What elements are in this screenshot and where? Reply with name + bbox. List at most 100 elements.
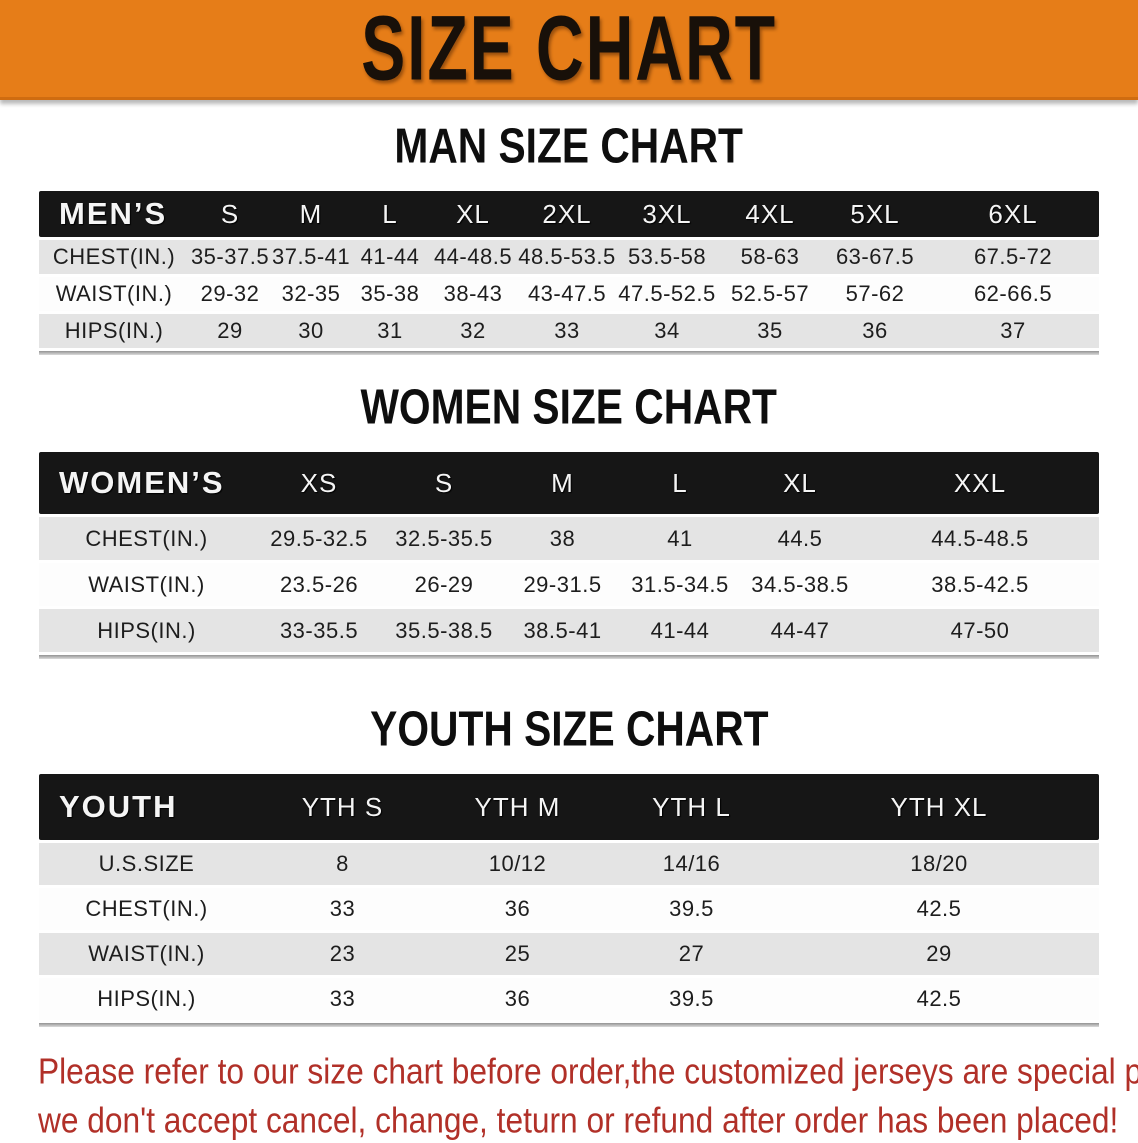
youth-row-label: CHEST(IN.) — [39, 888, 254, 930]
men-table-cell: 57-62 — [823, 277, 927, 311]
men-table-cell: 37.5-41 — [271, 240, 351, 274]
women-table-row: WAIST(IN.) 23.5-26 26-29 29-31.5 31.5-34.5 34… — [39, 563, 1099, 606]
men-table-cell: 30 — [271, 314, 351, 348]
men-table-cell: 62-66.5 — [927, 277, 1099, 311]
youth-column-header: YTH M — [431, 774, 604, 840]
men-row-label: CHEST(IN.) — [39, 240, 189, 274]
women-row-label: HIPS(IN.) — [39, 609, 254, 652]
disclaimer: Please refer to our size chart before or… — [38, 1049, 1138, 1140]
men-chart-heading-text: MAN SIZE CHART — [394, 117, 744, 174]
men-size-table: MEN’S S M L XL 2XL 3XL 4XL 5XL 6XL CHEST(IN.) 35-37… — [39, 188, 1099, 351]
women-table-cell: 32.5-35.5 — [384, 517, 504, 560]
women-table-cell: 38.5-42.5 — [861, 563, 1099, 606]
women-column-header: XL — [739, 452, 861, 514]
youth-table-cell: 33 — [254, 978, 431, 1020]
men-column-header: S — [189, 191, 271, 237]
men-table-cell: 38-43 — [429, 277, 517, 311]
women-row-label: WAIST(IN.) — [39, 563, 254, 606]
men-row-label: WAIST(IN.) — [39, 277, 189, 311]
men-table-cell: 43-47.5 — [517, 277, 617, 311]
women-table-cell: 38 — [504, 517, 621, 560]
men-column-header: 6XL — [927, 191, 1099, 237]
youth-column-header: YTH L — [604, 774, 779, 840]
youth-row-label: U.S.SIZE — [39, 843, 254, 885]
youth-chart-heading: YOUTH SIZE CHART — [0, 701, 1138, 756]
youth-table-row: CHEST(IN.) 33 36 39.5 42.5 — [39, 888, 1099, 930]
men-table-cell: 63-67.5 — [823, 240, 927, 274]
youth-size-table-wrap: YOUTH YTH S YTH M YTH L YTH XL U.S.SIZE 8 10/12… — [39, 771, 1099, 1027]
women-table-cell: 38.5-41 — [504, 609, 621, 652]
youth-table-row: WAIST(IN.) 23 25 27 29 — [39, 933, 1099, 975]
women-chart-heading-text: WOMEN SIZE CHART — [360, 378, 778, 435]
women-table-cell: 44-47 — [739, 609, 861, 652]
youth-table-cell: 8 — [254, 843, 431, 885]
men-table-row: WAIST(IN.) 29-32 32-35 35-38 38-43 43-47.5 47.… — [39, 277, 1099, 311]
men-table-cell: 52.5-57 — [717, 277, 823, 311]
men-table-cell: 34 — [617, 314, 717, 348]
men-table-corner-label: MEN’S — [39, 191, 189, 237]
youth-table-cell: 25 — [431, 933, 604, 975]
men-table-cell: 35 — [717, 314, 823, 348]
women-size-table-wrap: WOMEN’S XS S M L XL XXL CHEST(IN.) 29.5-32.5 32.5… — [39, 449, 1099, 659]
women-column-header: S — [384, 452, 504, 514]
youth-table-cell: 36 — [431, 978, 604, 1020]
youth-table-row: HIPS(IN.) 33 36 39.5 42.5 — [39, 978, 1099, 1020]
men-table-row: CHEST(IN.) 35-37.5 37.5-41 41-44 44-48.5 48.5… — [39, 240, 1099, 274]
youth-table-cell: 23 — [254, 933, 431, 975]
women-size-table: WOMEN’S XS S M L XL XXL CHEST(IN.) 29.5-32.5 32.5… — [39, 449, 1099, 655]
youth-table-cell: 18/20 — [779, 843, 1099, 885]
youth-row-label: WAIST(IN.) — [39, 933, 254, 975]
banner-title: SIZE CHART — [361, 0, 777, 100]
section-youth: YOUTH SIZE CHART YOUTH YTH S YTH M YTH L YTH … — [0, 701, 1138, 1027]
youth-table-cell: 14/16 — [604, 843, 779, 885]
men-table-cell: 33 — [517, 314, 617, 348]
youth-table-cell: 42.5 — [779, 978, 1099, 1020]
men-column-header: 4XL — [717, 191, 823, 237]
women-table-row: HIPS(IN.) 33-35.5 35.5-38.5 38.5-41 41-44 44-… — [39, 609, 1099, 652]
women-table-cell: 44.5 — [739, 517, 861, 560]
youth-chart-heading-text: YOUTH SIZE CHART — [369, 700, 769, 757]
youth-table-cell: 27 — [604, 933, 779, 975]
disclaimer-line-2: we don't accept cancel, change, teturn o… — [38, 1100, 1119, 1141]
charts: MAN SIZE CHART MEN’S S M L XL 2XL 3XL 4XL 5XL 6XL C… — [0, 118, 1138, 1027]
youth-table-cell: 39.5 — [604, 978, 779, 1020]
men-column-header: L — [351, 191, 429, 237]
women-column-header: XXL — [861, 452, 1099, 514]
men-column-header: 2XL — [517, 191, 617, 237]
men-table-cell: 53.5-58 — [617, 240, 717, 274]
women-table-row: CHEST(IN.) 29.5-32.5 32.5-35.5 38 41 44.5 44.5… — [39, 517, 1099, 560]
women-table-cell: 41-44 — [621, 609, 739, 652]
women-column-header: M — [504, 452, 621, 514]
men-table-header-row: MEN’S S M L XL 2XL 3XL 4XL 5XL 6XL — [39, 191, 1099, 237]
youth-table-header-row: YOUTH YTH S YTH M YTH L YTH XL — [39, 774, 1099, 840]
youth-column-header: YTH XL — [779, 774, 1099, 840]
women-row-label: CHEST(IN.) — [39, 517, 254, 560]
men-table-cell: 48.5-53.5 — [517, 240, 617, 274]
men-table-cell: 35-37.5 — [189, 240, 271, 274]
women-table-cell: 29-31.5 — [504, 563, 621, 606]
men-table-cell: 37 — [927, 314, 1099, 348]
women-table-bottom-shadow — [39, 655, 1099, 659]
women-table-cell: 47-50 — [861, 609, 1099, 652]
men-table-cell: 29 — [189, 314, 271, 348]
youth-table-cell: 29 — [779, 933, 1099, 975]
men-table-cell: 47.5-52.5 — [617, 277, 717, 311]
men-table-bottom-shadow — [39, 351, 1099, 355]
men-table-cell: 32 — [429, 314, 517, 348]
men-table-cell: 32-35 — [271, 277, 351, 311]
men-column-header: M — [271, 191, 351, 237]
youth-table-cell: 10/12 — [431, 843, 604, 885]
women-table-corner-label: WOMEN’S — [39, 452, 254, 514]
women-table-cell: 29.5-32.5 — [254, 517, 384, 560]
disclaimer-line-1: Please refer to our size chart before or… — [38, 1051, 1138, 1092]
section-women: WOMEN SIZE CHART WOMEN’S XS S M L XL XXL CHEST(I… — [0, 379, 1138, 659]
women-table-cell: 35.5-38.5 — [384, 609, 504, 652]
youth-row-label: HIPS(IN.) — [39, 978, 254, 1020]
youth-table-cell: 39.5 — [604, 888, 779, 930]
men-column-header: 3XL — [617, 191, 717, 237]
women-table-cell: 34.5-38.5 — [739, 563, 861, 606]
women-column-header: XS — [254, 452, 384, 514]
youth-table-cell: 33 — [254, 888, 431, 930]
women-table-cell: 26-29 — [384, 563, 504, 606]
women-chart-heading: WOMEN SIZE CHART — [0, 379, 1138, 434]
